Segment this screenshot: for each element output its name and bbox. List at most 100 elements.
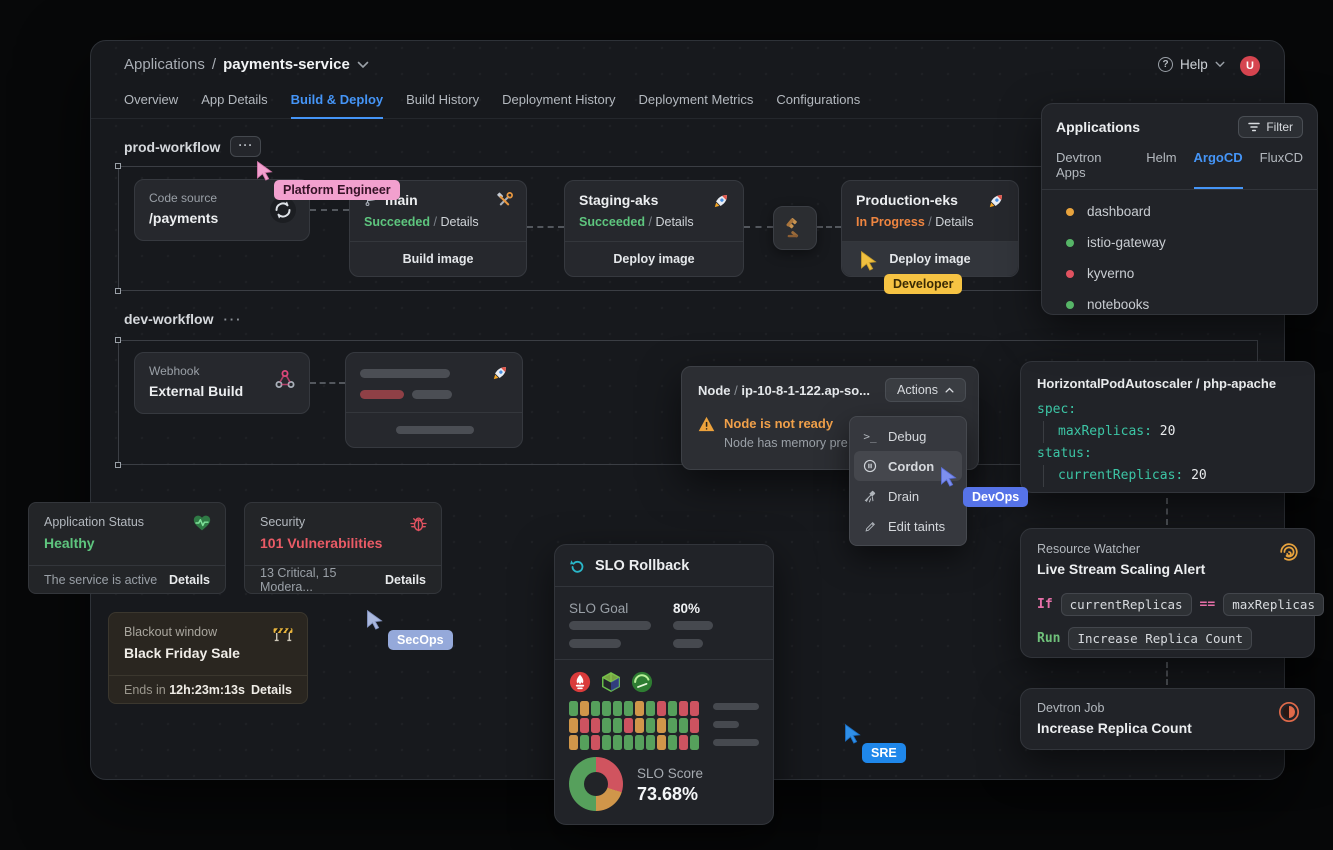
tab-build-history[interactable]: Build History bbox=[406, 92, 480, 107]
tab-helm[interactable]: Helm bbox=[1146, 150, 1177, 165]
warning-icon bbox=[698, 416, 715, 432]
run-action-chip: Increase Replica Count bbox=[1068, 627, 1253, 650]
condition-right-chip: maxReplicas bbox=[1223, 593, 1324, 616]
resize-handle[interactable] bbox=[115, 163, 121, 169]
help-menu[interactable]: ? Help bbox=[1158, 57, 1225, 72]
rollback-icon bbox=[570, 560, 584, 573]
connector bbox=[527, 226, 564, 228]
application-status-card[interactable]: Application Status Healthy The service i… bbox=[28, 502, 226, 594]
node-name: ip-10-8-1-122.ap-so... bbox=[741, 382, 870, 398]
sre-cursor bbox=[842, 723, 863, 744]
build-status: Succeeded bbox=[364, 215, 431, 229]
slo-score-label: SLO Score bbox=[637, 766, 704, 781]
slo-score-value: 73.68% bbox=[637, 784, 699, 804]
app-list-item[interactable]: notebooks bbox=[1042, 289, 1317, 320]
tab-overview[interactable]: Overview bbox=[124, 92, 179, 107]
status-dot bbox=[1066, 269, 1074, 278]
breadcrumb[interactable]: Applications / payments-service bbox=[124, 56, 369, 73]
heatmap-cell bbox=[668, 701, 677, 716]
tab-fluxcd[interactable]: FluxCD bbox=[1259, 150, 1303, 165]
heatmap-cell bbox=[591, 718, 600, 733]
security-details-link[interactable]: Details bbox=[385, 572, 426, 587]
tab-build-deploy[interactable]: Build & Deploy bbox=[290, 92, 384, 119]
tab-deployment-history[interactable]: Deployment History bbox=[502, 92, 616, 107]
developer-cursor bbox=[858, 250, 879, 271]
heatmap-cell bbox=[679, 735, 688, 750]
heatmap-cell bbox=[580, 735, 589, 750]
heatmap-cell bbox=[646, 735, 655, 750]
tab-argocd[interactable]: ArgoCD bbox=[1193, 150, 1243, 189]
breadcrumb-section[interactable]: Applications bbox=[124, 56, 205, 73]
app-list-item[interactable]: istio-gateway bbox=[1042, 227, 1317, 258]
tab-deployment-metrics[interactable]: Deployment Metrics bbox=[638, 92, 754, 107]
divider bbox=[555, 659, 773, 660]
breadcrumb-app[interactable]: payments-service bbox=[223, 56, 350, 73]
blackout-countdown: 12h:23m:13s bbox=[169, 682, 245, 697]
code-source-label: Code source bbox=[149, 191, 218, 205]
connector bbox=[817, 226, 841, 228]
help-icon: ? bbox=[1158, 57, 1173, 72]
heatmap-cell bbox=[580, 718, 589, 733]
hpa-title: HorizontalPodAutoscaler / php-apache bbox=[1037, 376, 1277, 391]
staging-pipeline-card[interactable]: Staging-aks Succeeded / Details Deploy i… bbox=[564, 180, 744, 277]
prod-workflow-more-button[interactable]: ··· bbox=[230, 136, 262, 157]
heatmap-cell bbox=[602, 735, 611, 750]
staging-details-link[interactable]: Details bbox=[655, 215, 694, 229]
heatmap-cell bbox=[657, 718, 666, 733]
skeleton-bar bbox=[673, 639, 703, 648]
if-keyword: If bbox=[1037, 597, 1053, 612]
app-list-item[interactable]: kyverno bbox=[1042, 258, 1317, 289]
status-dot bbox=[1066, 238, 1074, 247]
production-details-link[interactable]: Details bbox=[935, 215, 974, 229]
resize-handle[interactable] bbox=[115, 337, 121, 343]
menu-item-edit-taints[interactable]: Edit taints bbox=[854, 511, 962, 541]
build-details-link[interactable]: Details bbox=[440, 215, 479, 229]
tab-devtron-apps[interactable]: Devtron Apps bbox=[1056, 150, 1102, 180]
devtron-job-panel: Devtron Job Increase Replica Count bbox=[1020, 688, 1315, 750]
webhook-card[interactable]: Webhook External Build bbox=[134, 352, 310, 414]
staging-deploy-action[interactable]: Deploy image bbox=[565, 241, 743, 276]
terminal-icon: >_ bbox=[863, 429, 877, 443]
menu-item-drain[interactable]: Drain bbox=[854, 481, 962, 511]
actions-button[interactable]: Actions bbox=[885, 378, 966, 402]
menu-item-debug[interactable]: >_ Debug bbox=[863, 428, 927, 444]
livestream-spiral-icon bbox=[1278, 541, 1300, 563]
heatmap-cell bbox=[635, 701, 644, 716]
slo-donut bbox=[569, 757, 623, 811]
build-image-action[interactable]: Build image bbox=[350, 241, 526, 276]
staging-name: Staging-aks bbox=[579, 192, 659, 208]
heatmap-cell bbox=[668, 718, 677, 733]
production-status: In Progress bbox=[856, 215, 925, 229]
security-card-value: 101 Vulnerabilities bbox=[260, 535, 383, 551]
heatmap-cell bbox=[613, 735, 622, 750]
platform-engineer-badge: Platform Engineer bbox=[274, 180, 400, 200]
build-pipeline-card[interactable]: main Succeeded / Details Build image bbox=[349, 180, 527, 277]
dev-workflow-more-button[interactable]: ··· bbox=[223, 311, 243, 327]
resize-handle[interactable] bbox=[115, 288, 121, 294]
node-alert-title: Node is not ready bbox=[724, 416, 834, 431]
resize-handle[interactable] bbox=[115, 462, 121, 468]
app-list-item[interactable]: dashboard bbox=[1042, 196, 1317, 227]
heatmap-cell bbox=[690, 735, 699, 750]
slo-goal-value: 80% bbox=[673, 601, 701, 616]
secops-badge: SecOps bbox=[388, 630, 453, 650]
applications-panel: Applications Filter Devtron Apps Helm Ar… bbox=[1041, 103, 1318, 315]
code-source-value: /payments bbox=[149, 210, 219, 226]
avatar[interactable]: U bbox=[1240, 56, 1260, 76]
pipeline-skeleton-card[interactable] bbox=[345, 352, 523, 448]
approval-gate[interactable] bbox=[773, 206, 817, 250]
filter-button[interactable]: Filter bbox=[1238, 116, 1303, 138]
git-source-icon bbox=[269, 196, 297, 224]
tab-configurations[interactable]: Configurations bbox=[776, 92, 861, 107]
blackout-window-card[interactable]: Blackout window Black Friday Sale Ends i… bbox=[108, 612, 308, 704]
blackout-details-link[interactable]: Details bbox=[251, 682, 292, 697]
security-card[interactable]: Security 101 Vulnerabilities 13 Critical… bbox=[244, 502, 442, 594]
tab-app-details[interactable]: App Details bbox=[201, 92, 268, 107]
filter-icon bbox=[1248, 122, 1261, 132]
gavel-icon bbox=[786, 218, 799, 238]
rocket-icon bbox=[986, 191, 1006, 211]
heatmap-cell bbox=[657, 701, 666, 716]
status-details-link[interactable]: Details bbox=[169, 572, 210, 587]
help-label[interactable]: Help bbox=[1180, 57, 1208, 72]
yaml-key: currentReplicas: bbox=[1058, 468, 1184, 483]
